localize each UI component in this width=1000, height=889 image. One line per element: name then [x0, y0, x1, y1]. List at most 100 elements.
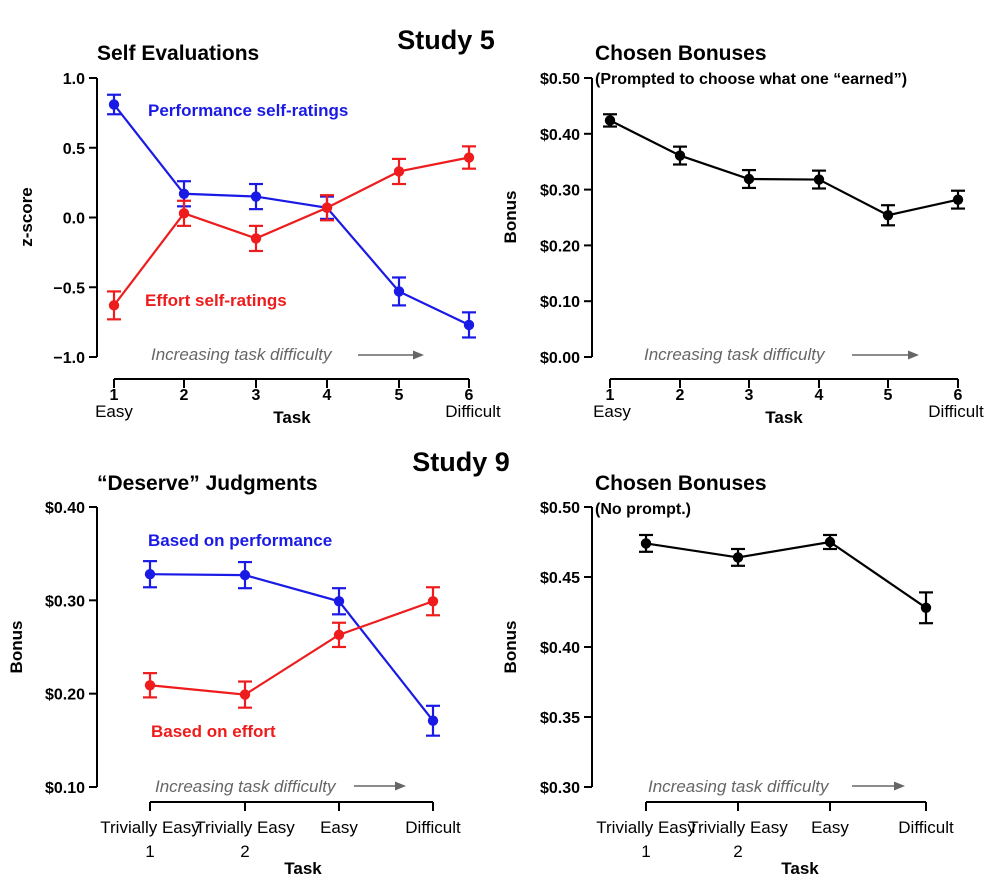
- panel-subtitle: (Prompted to choose what one “earned”): [595, 71, 907, 88]
- y-axis: $0.10 $0.20 $0.30 $0.40: [45, 500, 98, 797]
- data-point: [333, 596, 345, 607]
- data-marks: [143, 560, 440, 737]
- legend-label-performance: Based on performance: [148, 531, 332, 550]
- x-tick-label: 4: [323, 387, 332, 404]
- y-tick-label: $0.20: [540, 238, 580, 255]
- series-line-effort-self-ratings: [113, 156, 470, 307]
- data-point: [178, 208, 190, 219]
- y-tick-label: $0.30: [45, 593, 85, 610]
- x-axis-label: Task: [781, 859, 819, 878]
- panel-subtitle: (No prompt.): [595, 501, 691, 518]
- data-point: [144, 680, 156, 691]
- y-axis-label: Bonus: [501, 621, 520, 674]
- x-tick-label: Trivially Easy 2: [195, 818, 295, 861]
- x-endpoint-label-easy: Easy: [95, 402, 133, 421]
- difficulty-label: Increasing task difficulty: [151, 345, 333, 364]
- y-tick-label: $0.40: [540, 127, 580, 144]
- difficulty-arrow: [354, 781, 406, 791]
- difficulty-label: Increasing task difficulty: [644, 345, 826, 364]
- y-axis: −1.0 −0.5 0.0 0.5 1.0: [53, 71, 98, 367]
- y-tick-label: $0.50: [540, 71, 580, 88]
- data-point: [427, 596, 439, 607]
- data-point: [393, 166, 405, 177]
- y-tick-label: $0.00: [540, 350, 580, 367]
- panel-title: “Deserve” Judgments: [97, 472, 318, 495]
- data-point: [920, 602, 932, 613]
- x-tick-label: 5: [884, 387, 893, 404]
- x-tick-label: 6: [954, 387, 963, 404]
- difficulty-label: Increasing task difficulty: [155, 777, 337, 796]
- data-point: [463, 152, 475, 163]
- y-tick-label: $0.45: [540, 570, 580, 587]
- x-tick-label: Trivially Easy 1: [596, 818, 696, 861]
- x-endpoint-label-difficult: Difficult: [445, 402, 501, 421]
- data-point: [463, 319, 475, 331]
- x-tick-label: Easy: [320, 818, 358, 837]
- difficulty-arrow: [358, 350, 424, 360]
- y-tick-label: 0.0: [63, 211, 85, 228]
- x-axis-label: Task: [284, 859, 322, 878]
- x-tick-label: 5: [395, 387, 404, 404]
- panel-title: Self Evaluations: [97, 42, 259, 65]
- x-axis: 1 2 3 4 5 6: [110, 378, 474, 404]
- x-tick-label: 1: [110, 387, 119, 404]
- study-5-label: Study 5: [397, 25, 495, 55]
- difficulty-arrow: [852, 781, 905, 791]
- data-point: [427, 715, 439, 726]
- y-tick-label: $0.30: [540, 780, 580, 797]
- series-line-chosen-bonus: [645, 540, 927, 609]
- panel-chosen-bonuses-study9: Chosen Bonuses (No prompt.) $0.30$0.35$0…: [501, 472, 954, 878]
- panel-self-evaluations: Self Evaluations −1.0 −0.5 0.0 0.5 1.0 1 2 3 4 5…: [17, 42, 501, 427]
- data-point: [393, 286, 405, 297]
- x-tick-label: 1: [606, 387, 615, 404]
- data-point: [250, 233, 262, 244]
- series-line-based-on-performance: [149, 573, 434, 722]
- panel-deserve-judgments: “Deserve” Judgments $0.10 $0.20 $0.30 $0.40…: [7, 472, 461, 878]
- data-point: [178, 188, 190, 199]
- x-axis: 1 2 3 4 5 6: [606, 378, 963, 404]
- data-point: [604, 115, 616, 126]
- data-point: [108, 300, 120, 311]
- data-marks: [107, 93, 476, 339]
- legend-label-effort: Effort self-ratings: [145, 291, 287, 310]
- data-point: [732, 552, 744, 563]
- y-tick-label: $0.50: [540, 500, 580, 517]
- legend-label-effort: Based on effort: [151, 722, 276, 741]
- y-tick-label: $0.30: [540, 183, 580, 200]
- data-point: [333, 629, 345, 641]
- x-tick-label: 4: [815, 387, 824, 404]
- series-line-chosen-bonus: [609, 119, 959, 217]
- difficulty-label: Increasing task difficulty: [648, 777, 830, 796]
- data-point: [743, 173, 755, 185]
- x-endpoint-label-easy: Easy: [593, 402, 631, 421]
- data-point: [239, 569, 251, 581]
- x-endpoint-label-difficult: Difficult: [928, 402, 984, 421]
- y-axis-label: Bonus: [501, 191, 520, 244]
- panel-title: Chosen Bonuses: [595, 472, 767, 495]
- data-point: [239, 689, 251, 700]
- x-axis-label: Task: [765, 408, 803, 427]
- data-marks: [603, 113, 965, 227]
- data-point: [640, 538, 652, 549]
- y-tick-label: −0.5: [53, 280, 85, 297]
- y-tick-label: $0.10: [540, 294, 580, 311]
- x-tick-label: Trivially Easy 2: [688, 818, 788, 861]
- y-tick-label: 0.5: [63, 141, 85, 158]
- data-point: [108, 99, 120, 110]
- x-tick-label: 3: [252, 387, 261, 404]
- data-point: [824, 536, 836, 548]
- y-axis: $0.30 $0.35 $0.40 $0.45 $0.50: [540, 500, 593, 797]
- y-axis: $0.00 $0.10 $0.20 $0.30 $0.40 $0.50: [540, 71, 593, 367]
- study-9-label: Study 9: [412, 447, 510, 477]
- y-tick-label: $0.10: [45, 780, 85, 797]
- y-tick-label: 1.0: [63, 71, 85, 88]
- x-tick-label: 2: [180, 387, 189, 404]
- x-tick-label: Easy: [811, 818, 849, 837]
- legend-label-performance: Performance self-ratings: [148, 101, 348, 120]
- x-tick-label: 3: [745, 387, 754, 404]
- data-marks: [639, 533, 933, 625]
- y-tick-label: −1.0: [53, 350, 85, 367]
